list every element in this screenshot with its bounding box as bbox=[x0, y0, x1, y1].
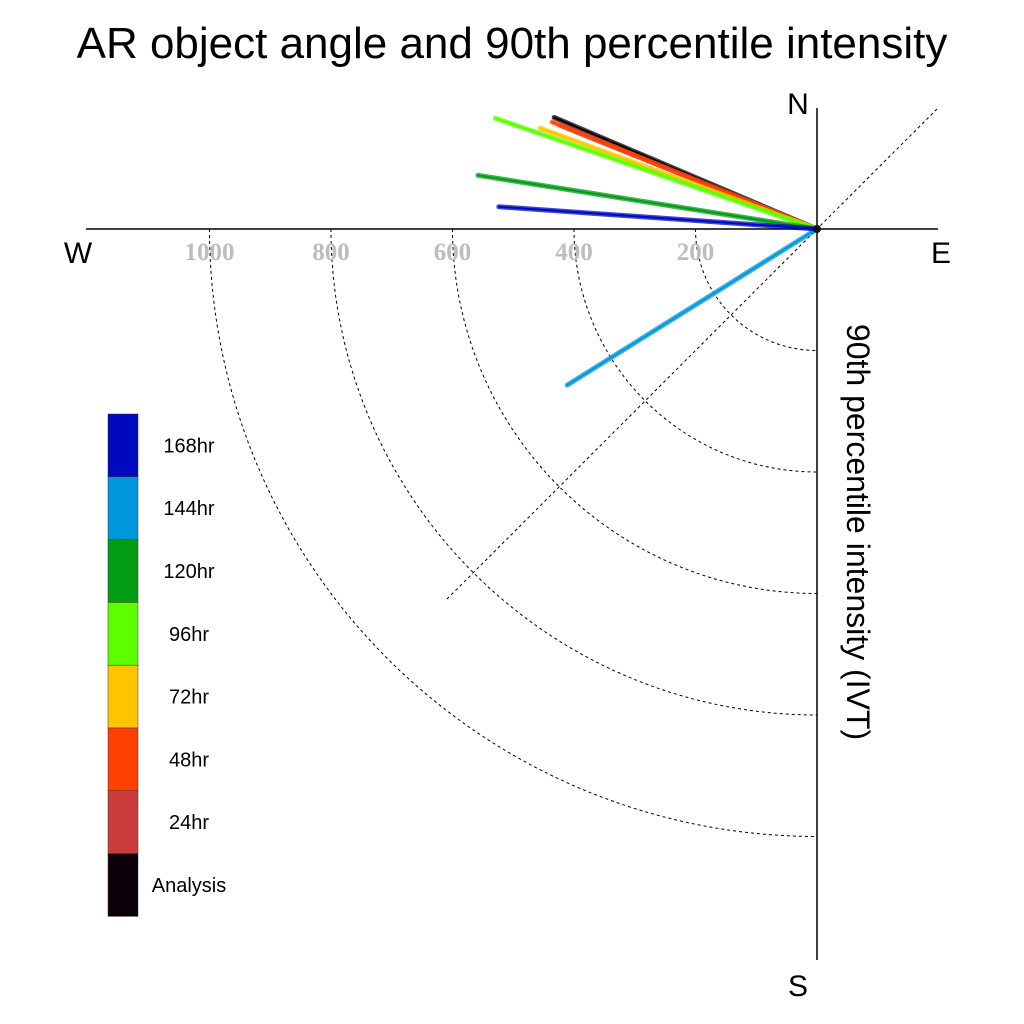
tick-labels: 200 400 600 800 1000 bbox=[185, 239, 715, 266]
tick-label-400: 400 bbox=[555, 239, 593, 266]
tick-label-600: 600 bbox=[434, 239, 472, 266]
legend-swatch-144hr bbox=[107, 476, 139, 540]
legend-swatch-analysis bbox=[107, 853, 139, 917]
series-120hr bbox=[475, 172, 820, 232]
legend-swatch-24hr bbox=[107, 790, 139, 854]
legend-label-48hr: 48hr bbox=[169, 749, 209, 771]
legend-label-144hr: 144hr bbox=[163, 498, 214, 520]
south-label: S bbox=[788, 970, 808, 1003]
grid-layer bbox=[209, 108, 938, 837]
diagonal-guide bbox=[446, 108, 938, 600]
legend-label-120hr: 120hr bbox=[163, 561, 214, 583]
grid-arc-400 bbox=[573, 228, 818, 473]
radial-axis-label: 90th percentile intensity (IVT) bbox=[840, 324, 876, 740]
series-144hr bbox=[564, 226, 820, 388]
legend-swatch-48hr bbox=[107, 727, 139, 792]
legend-label-96hr: 96hr bbox=[169, 624, 209, 646]
legend-label-72hr: 72hr bbox=[169, 687, 209, 709]
series-layer bbox=[475, 114, 820, 388]
origin-marker bbox=[813, 225, 821, 233]
tick-label-800: 800 bbox=[312, 239, 350, 266]
grid-arc-800 bbox=[330, 228, 818, 716]
chart-title: AR object angle and 90th percentile inte… bbox=[77, 19, 948, 68]
grid-arc-600 bbox=[452, 228, 818, 594]
north-label: N bbox=[787, 88, 809, 121]
legend: 168hr 144hr 120hr 96hr 72hr 48hr 24hr Analysis bbox=[107, 413, 226, 917]
legend-swatch-96hr bbox=[107, 602, 139, 666]
legend-label-analysis: Analysis bbox=[152, 875, 226, 897]
west-label: W bbox=[64, 237, 93, 270]
legend-label-24hr: 24hr bbox=[169, 812, 209, 834]
legend-swatch-168hr bbox=[107, 413, 139, 478]
legend-swatch-120hr bbox=[107, 539, 139, 603]
legend-label-168hr: 168hr bbox=[163, 435, 214, 457]
series-96hr bbox=[492, 115, 820, 232]
series-168hr bbox=[496, 204, 820, 232]
tick-label-200: 200 bbox=[677, 239, 715, 266]
east-label: E bbox=[931, 237, 951, 270]
legend-swatch-72hr bbox=[107, 664, 139, 729]
tick-label-1000: 1000 bbox=[185, 239, 235, 266]
grid-arc-1000 bbox=[209, 228, 818, 837]
grid-arc-200 bbox=[695, 228, 818, 351]
